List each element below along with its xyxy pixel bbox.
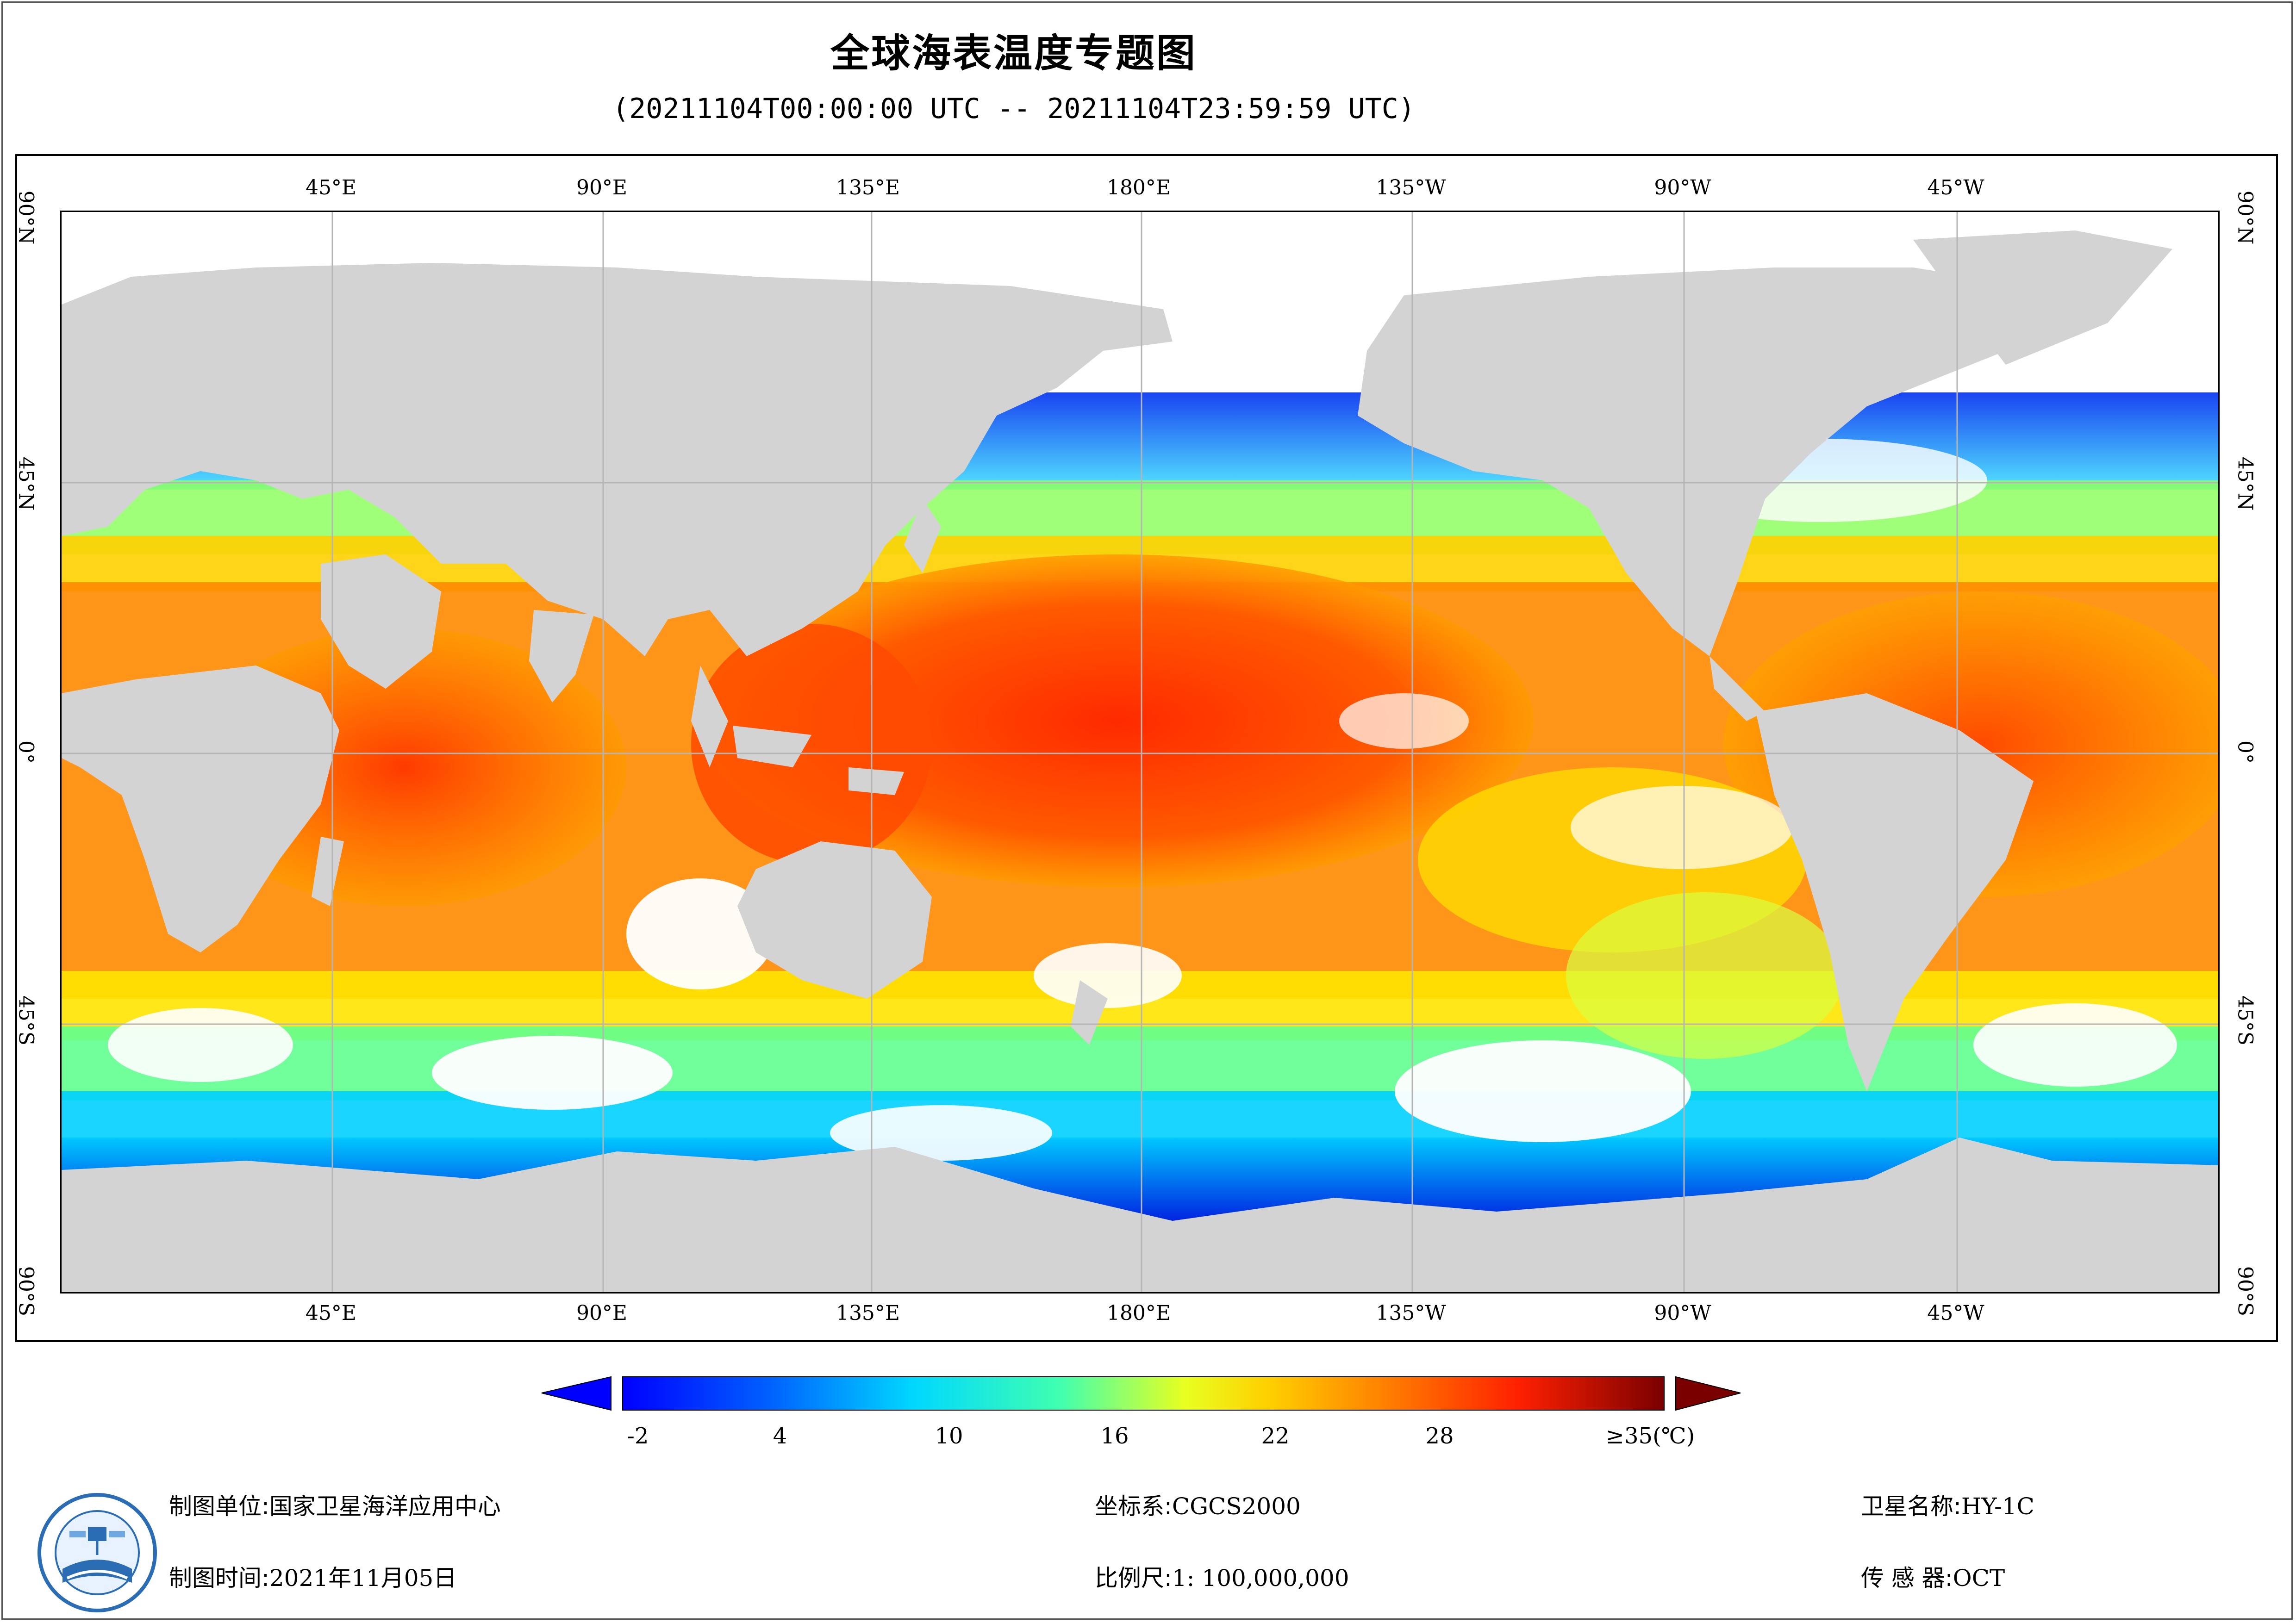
lon-label-top: 45°W [1927,176,1984,199]
lat-label-right: 0° [2233,740,2257,764]
map-time-range: (20211104T00:00:00 UTC -- 20211104T23:59… [612,93,1415,125]
footer-unit: 制图单位:国家卫星海洋应用中心 [169,1488,501,1521]
colorbar-tick: 16 [1100,1423,1129,1449]
colorbar-tick: 10 [935,1423,963,1449]
national-satellite-ocean-center-logo-icon [37,1493,157,1612]
lon-label-bottom: 45°E [305,1301,357,1325]
footer-unit-value: 国家卫星海洋应用中心 [269,1493,501,1520]
lat-label-left: 45°N [14,456,38,511]
lat-label-right: 45°N [2233,456,2257,511]
lon-label-bottom: 135°E [836,1301,900,1325]
lon-label-bottom: 180°E [1106,1301,1171,1325]
sst-map-canvas [62,212,2218,1292]
footer-crs: 坐标系:CGCS2000 [1095,1488,1301,1521]
colorbar-tick: ≥35(℃) [1605,1423,1695,1449]
lat-label-left: 0° [14,740,38,764]
footer-sensor: 传 感 器:OCT [1861,1560,2005,1593]
lat-label-right: 90°N [2233,190,2257,245]
footer-satellite-value: HY-1C [1961,1493,2034,1520]
sst-map[interactable] [60,211,2220,1293]
footer-crs-value: CGCS2000 [1172,1493,1301,1520]
footer-scale-label: 比例尺: [1095,1565,1172,1592]
lon-label-bottom: 45°W [1927,1301,1984,1325]
footer-crs-label: 坐标系: [1095,1493,1172,1520]
lon-label-top: 90°E [576,176,628,199]
footer-unit-label: 制图单位: [169,1493,269,1520]
lon-label-bottom: 90°W [1654,1301,1711,1325]
footer-sensor-value: OCT [1953,1565,2005,1592]
lat-label-right: 45°S [2233,995,2257,1046]
land [62,230,2218,1292]
footer-scale: 比例尺:1: 100,000,000 [1095,1560,1349,1593]
colorbar-tick: 28 [1425,1423,1454,1449]
lon-label-top: 135°E [836,176,900,199]
lat-label-left: 90°S [14,1266,38,1317]
colorbar-tick: 22 [1261,1423,1290,1449]
colorbar-tick: 4 [773,1423,787,1449]
footer-scale-value: 1: 100,000,000 [1172,1565,1349,1592]
footer-satellite-label: 卫星名称: [1861,1493,1961,1520]
footer-time-label: 制图时间: [169,1565,269,1592]
lon-label-top: 180°E [1106,176,1171,199]
lat-label-right: 90°S [2233,1266,2257,1317]
lon-label-top: 45°E [305,176,357,199]
footer-time-value: 2021年11月05日 [269,1565,457,1592]
graticule [62,212,2218,1292]
lon-label-bottom: 135°W [1376,1301,1446,1325]
lon-label-top: 135°W [1376,176,1446,199]
footer-satellite: 卫星名称:HY-1C [1861,1488,2034,1521]
lon-label-bottom: 90°E [576,1301,628,1325]
footer-time: 制图时间:2021年11月05日 [169,1560,456,1593]
footer-sensor-label: 传 感 器: [1861,1565,1953,1592]
lat-label-left: 90°N [14,190,38,245]
map-title: 全球海表温度专题图 [830,31,1197,76]
lat-label-left: 45°S [14,995,38,1046]
lon-label-top: 90°W [1654,176,1711,199]
colorbar-tick: -2 [627,1423,649,1449]
